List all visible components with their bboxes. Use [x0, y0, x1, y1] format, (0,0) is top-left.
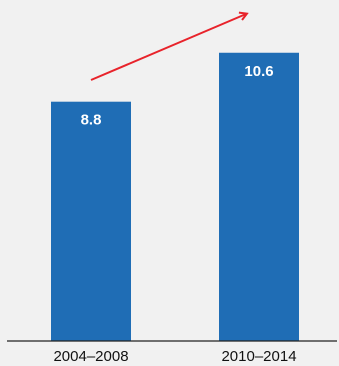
bar-value-label-1: 8.8	[81, 112, 102, 129]
bar-2	[219, 52, 299, 341]
x-tick-label-1: 2004–2008	[53, 348, 128, 365]
bar-1	[51, 101, 131, 341]
trend-arrow	[90, 14, 246, 81]
x-tick-label-2: 2010–2014	[221, 348, 296, 365]
bar-value-label-2: 10.6	[244, 63, 273, 80]
